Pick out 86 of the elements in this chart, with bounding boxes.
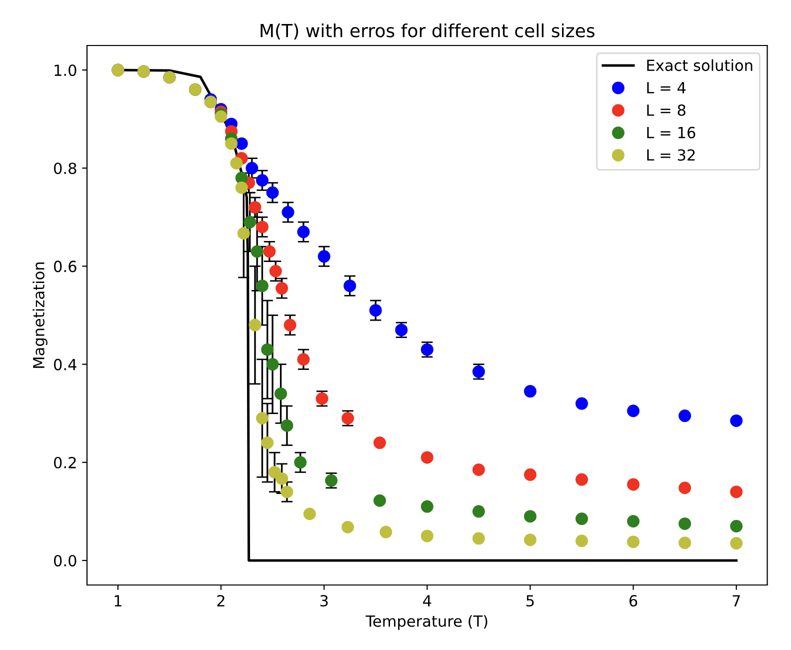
point [472,505,485,518]
point [524,534,536,546]
point [248,201,262,214]
point [261,436,274,450]
legend-label: L = 8 [647,104,686,116]
point [214,110,228,123]
point [472,532,485,545]
legend-label: L = 32 [647,149,695,161]
x-tick-label: 7 [732,595,740,606]
point [276,472,288,485]
point [256,412,268,424]
y-tick-label: 0.8 [54,162,76,174]
point [294,456,307,469]
legend-label: L = 16 [647,126,696,138]
point [235,137,248,150]
point [627,478,640,491]
point [256,280,268,292]
point [244,216,256,228]
x-axis-title: Temperature (T) [366,615,488,630]
point [303,508,316,520]
x-tick-label: 5 [526,595,534,607]
point [380,526,392,538]
point [274,387,288,400]
point [730,414,743,427]
point [256,174,268,187]
point [369,304,382,317]
point [678,517,692,530]
point [678,410,692,422]
y-tick-label: 0.6 [54,260,76,272]
point [284,318,296,332]
x-tick-label: 3 [320,594,328,607]
point [248,318,262,332]
point [524,385,536,398]
x-tick-label: 4 [423,595,432,606]
point [225,137,238,150]
point [524,510,536,523]
x-tick-label: 2 [217,594,224,606]
point [282,206,294,219]
y-axis-title: Magnetization [32,262,48,368]
point [678,482,692,494]
point [472,463,485,476]
point [269,264,282,278]
point [237,227,250,240]
point [575,397,588,410]
point [297,353,310,366]
chart-title: M(T) with erros for different cell sizes [260,23,594,40]
point [250,245,264,258]
point [235,181,248,194]
y-tick-label: 1.0 [54,64,76,76]
point [266,186,279,199]
point [420,530,434,542]
point [266,358,279,371]
y-tick-label: 0.4 [54,358,76,370]
point [373,494,386,507]
point [627,404,640,418]
point [318,250,330,263]
legend-label: L = 4 [647,82,686,94]
point [575,512,588,526]
point [297,226,310,238]
point [420,500,434,513]
point [373,436,386,450]
point [678,536,692,550]
point [263,245,276,258]
point [344,280,356,292]
y-tick-label: 0.0 [54,554,76,566]
legend-label: Exact solution [647,59,752,72]
point [342,520,354,534]
point [261,343,274,356]
point [730,537,743,550]
point [627,536,640,548]
point [246,162,258,174]
point [230,156,243,170]
point [730,520,743,532]
point [256,220,268,234]
point [420,451,434,464]
x-tick-label: 6 [629,594,638,607]
point [276,282,288,295]
point [730,486,743,498]
x-tick-label: 1 [114,595,122,606]
point [280,419,294,432]
point [280,486,294,498]
point [524,468,536,481]
y-tick-label: 0.2 [54,456,76,468]
point [627,514,640,528]
point [575,534,588,548]
point [575,473,588,486]
